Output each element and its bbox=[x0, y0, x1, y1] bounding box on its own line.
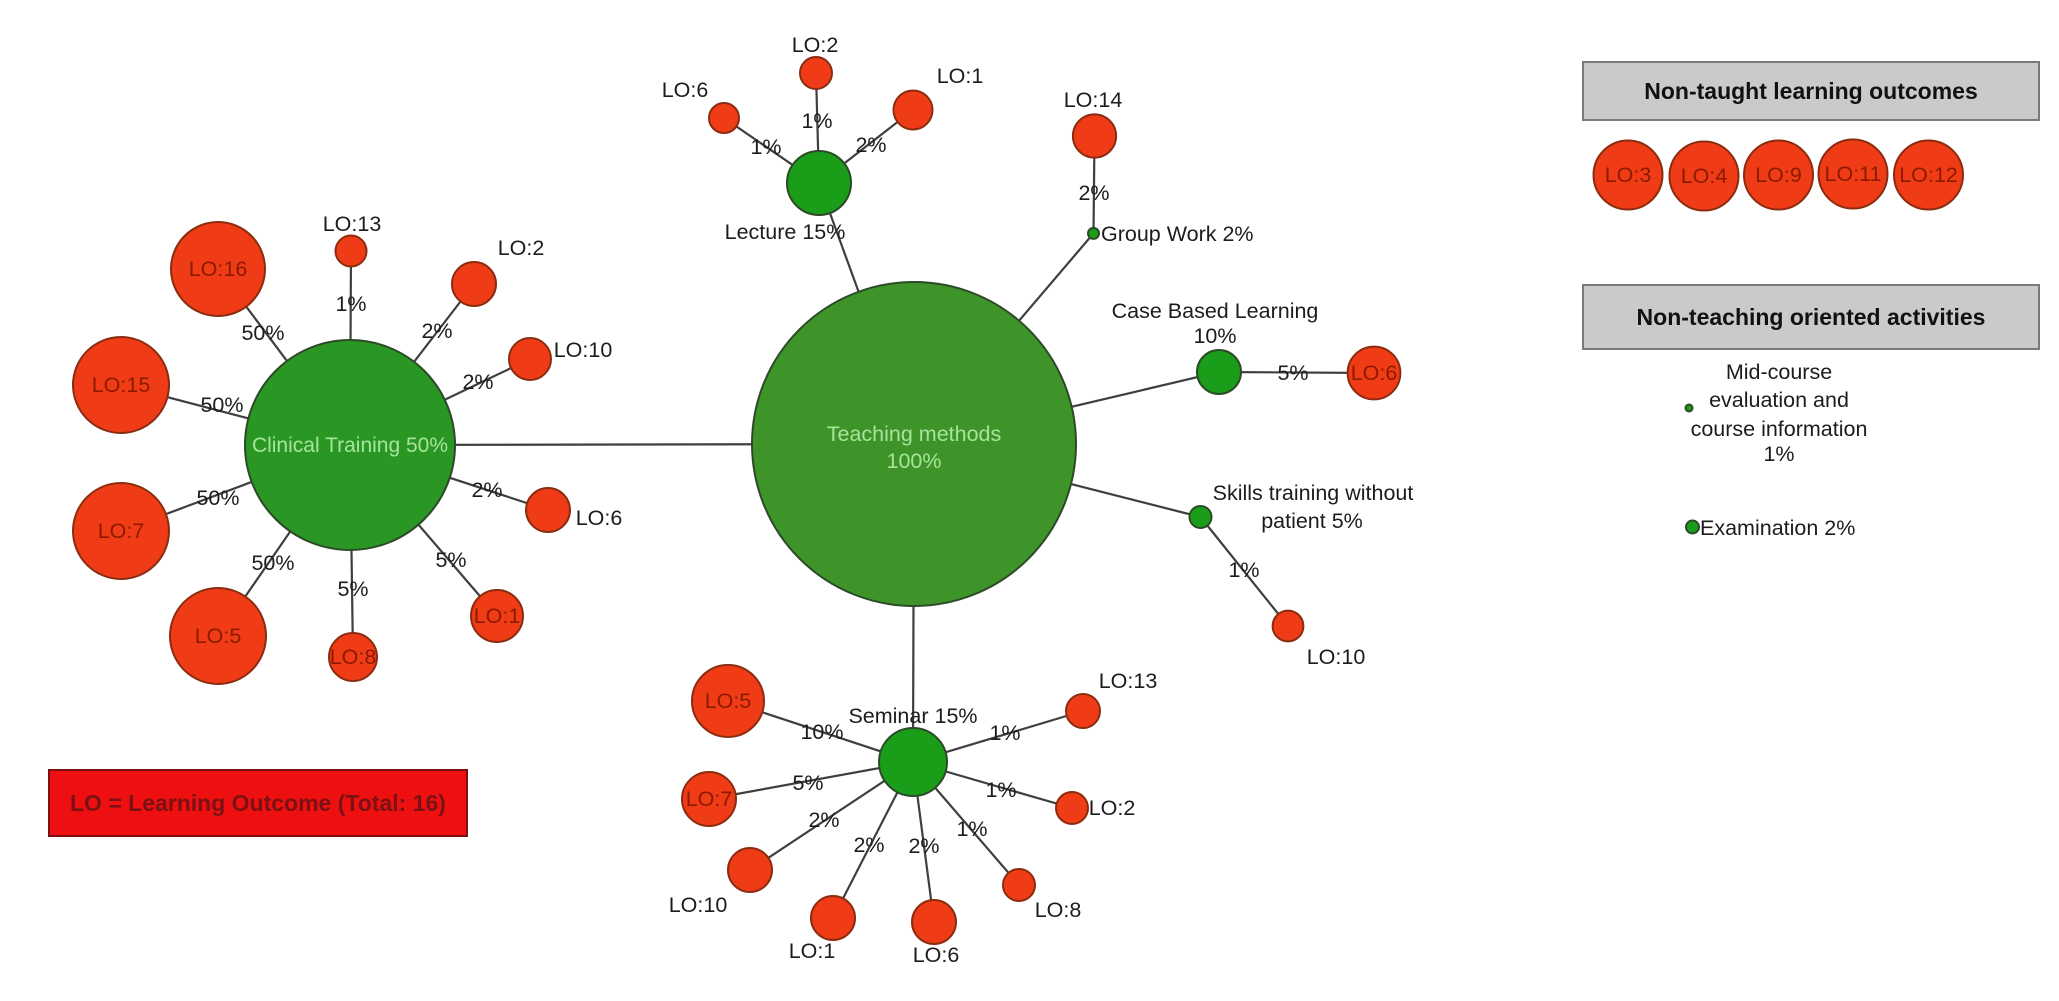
svg-text:5%: 5% bbox=[337, 577, 368, 601]
svg-text:2%: 2% bbox=[1078, 181, 1109, 205]
svg-text:1%: 1% bbox=[750, 135, 781, 159]
svg-text:patient 5%: patient 5% bbox=[1261, 509, 1363, 533]
svg-text:LO:6: LO:6 bbox=[662, 78, 709, 102]
svg-text:5%: 5% bbox=[1277, 361, 1308, 385]
svg-text:LO:4: LO:4 bbox=[1681, 164, 1728, 188]
svg-text:LO:5: LO:5 bbox=[705, 689, 752, 713]
svg-text:Case Based Learning: Case Based Learning bbox=[1112, 299, 1319, 323]
svg-text:1%: 1% bbox=[801, 109, 832, 133]
svg-text:2%: 2% bbox=[421, 319, 452, 343]
svg-text:1%: 1% bbox=[989, 721, 1020, 745]
svg-text:Group Work 2%: Group Work 2% bbox=[1101, 222, 1254, 246]
svg-text:course information: course information bbox=[1691, 417, 1868, 441]
svg-text:Non-teaching oriented activiti: Non-teaching oriented activities bbox=[1637, 304, 1986, 330]
svg-text:10%: 10% bbox=[800, 720, 843, 744]
svg-text:LO:1: LO:1 bbox=[937, 64, 984, 88]
svg-text:LO:6: LO:6 bbox=[1351, 361, 1398, 385]
svg-text:50%: 50% bbox=[196, 486, 239, 510]
svg-text:2%: 2% bbox=[855, 133, 886, 157]
svg-text:LO = Learning Outcome (Total:: LO = Learning Outcome (Total: 16) bbox=[70, 790, 446, 816]
svg-text:5%: 5% bbox=[792, 771, 823, 795]
svg-text:evaluation and: evaluation and bbox=[1709, 388, 1849, 412]
svg-text:LO:7: LO:7 bbox=[98, 519, 145, 543]
svg-text:1%: 1% bbox=[1228, 558, 1259, 582]
svg-text:LO:7: LO:7 bbox=[686, 787, 733, 811]
svg-text:LO:10: LO:10 bbox=[1307, 645, 1366, 669]
svg-text:LO:6: LO:6 bbox=[576, 506, 623, 530]
svg-text:50%: 50% bbox=[200, 393, 243, 417]
svg-text:LO:1: LO:1 bbox=[474, 604, 521, 628]
svg-text:LO:9: LO:9 bbox=[1755, 163, 1802, 187]
svg-text:1%: 1% bbox=[1763, 442, 1794, 466]
svg-text:LO:10: LO:10 bbox=[669, 893, 728, 917]
svg-text:LO:1: LO:1 bbox=[789, 939, 836, 963]
svg-text:Non-taught learning outcomes: Non-taught learning outcomes bbox=[1644, 78, 1978, 104]
svg-text:1%: 1% bbox=[985, 778, 1016, 802]
svg-text:LO:8: LO:8 bbox=[1035, 898, 1082, 922]
svg-text:100%: 100% bbox=[887, 449, 942, 473]
svg-text:Examination 2%: Examination 2% bbox=[1700, 516, 1855, 540]
svg-text:2%: 2% bbox=[808, 808, 839, 832]
svg-text:2%: 2% bbox=[908, 834, 939, 858]
svg-text:LO:8: LO:8 bbox=[330, 645, 377, 669]
svg-text:10%: 10% bbox=[1193, 324, 1236, 348]
svg-text:LO:15: LO:15 bbox=[92, 373, 151, 397]
svg-text:LO:10: LO:10 bbox=[554, 338, 613, 362]
svg-text:Skills training without: Skills training without bbox=[1213, 481, 1414, 505]
svg-text:5%: 5% bbox=[435, 548, 466, 572]
svg-text:LO:16: LO:16 bbox=[189, 257, 248, 281]
svg-text:LO:13: LO:13 bbox=[323, 212, 382, 236]
svg-text:50%: 50% bbox=[251, 551, 294, 575]
svg-text:Lecture 15%: Lecture 15% bbox=[725, 220, 846, 244]
svg-text:LO:2: LO:2 bbox=[792, 33, 839, 57]
svg-text:50%: 50% bbox=[241, 321, 284, 345]
svg-text:LO:3: LO:3 bbox=[1605, 163, 1652, 187]
svg-text:LO:11: LO:11 bbox=[1825, 162, 1882, 186]
svg-text:LO:13: LO:13 bbox=[1099, 669, 1158, 693]
svg-text:2%: 2% bbox=[471, 478, 502, 502]
svg-text:Seminar 15%: Seminar 15% bbox=[848, 704, 977, 728]
svg-text:2%: 2% bbox=[853, 833, 884, 857]
svg-text:1%: 1% bbox=[335, 292, 366, 316]
svg-text:Clinical Training 50%: Clinical Training 50% bbox=[252, 434, 448, 457]
svg-text:Teaching methods: Teaching methods bbox=[827, 422, 1002, 446]
svg-text:LO:5: LO:5 bbox=[195, 624, 242, 648]
svg-text:1%: 1% bbox=[956, 817, 987, 841]
svg-text:LO:2: LO:2 bbox=[1089, 796, 1136, 820]
svg-text:LO:12: LO:12 bbox=[1899, 163, 1958, 187]
svg-text:LO:6: LO:6 bbox=[913, 943, 960, 967]
svg-text:Mid-course: Mid-course bbox=[1726, 360, 1832, 384]
svg-text:LO:14: LO:14 bbox=[1064, 88, 1123, 112]
svg-text:LO:2: LO:2 bbox=[498, 236, 545, 260]
svg-text:2%: 2% bbox=[462, 370, 493, 394]
